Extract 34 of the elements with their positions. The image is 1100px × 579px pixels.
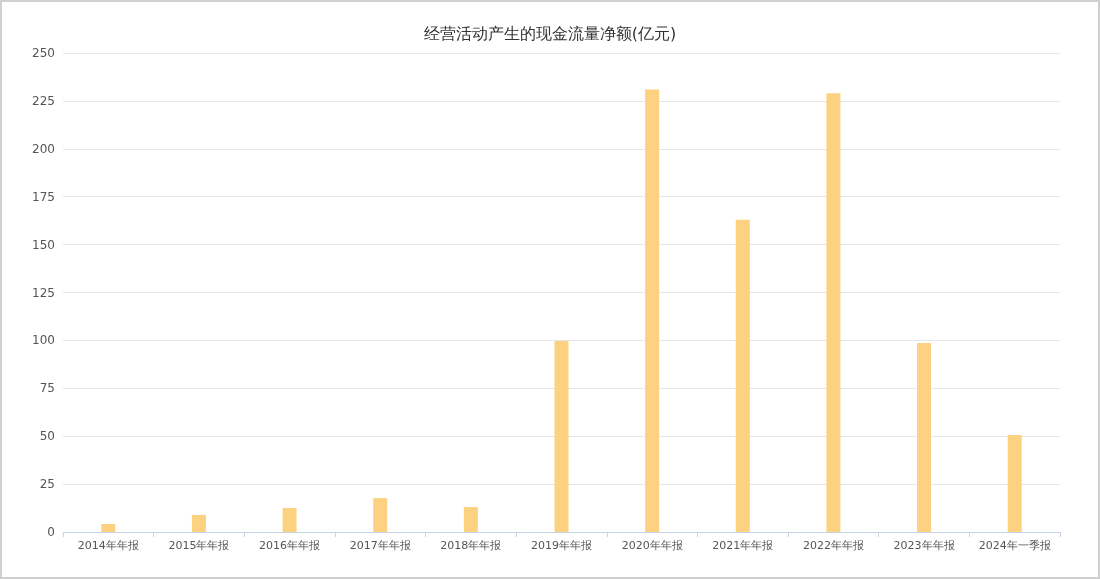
bar [735,219,750,532]
y-tick-label: 50 [39,429,55,444]
y-tick-label: 25 [39,477,55,492]
x-tick-label: 2020年年报 [621,539,683,552]
bar [645,89,660,532]
bar [282,508,297,532]
y-tick-label: 125 [32,285,55,300]
y-tick-label: 225 [32,93,55,108]
bar [191,514,206,532]
bar [1007,435,1022,532]
bar [917,343,932,532]
y-tick-label: 75 [39,381,55,396]
x-tick-label: 2021年年报 [712,539,774,552]
bar [554,340,569,532]
chart-title: 经营活动产生的现金流量净额(亿元) [423,23,677,43]
x-tick-label: 2023年年报 [893,539,955,552]
bar [826,93,841,532]
y-tick-label: 200 [32,141,55,156]
x-tick-label: 2024年一季报 [978,539,1051,552]
x-tick-label: 2014年年报 [77,539,139,552]
bar [101,523,116,532]
y-tick-label: 150 [32,237,55,252]
x-tick-label: 2015年年报 [168,539,230,552]
y-tick-label: 250 [32,46,55,60]
bar [463,507,478,532]
x-tick-label: 2019年年报 [531,539,592,552]
y-tick-label: 0 [47,525,55,539]
bar [373,498,388,532]
x-tick-label: 2018年年报 [440,539,502,552]
x-tick-label: 2017年年报 [349,539,411,552]
y-tick-label: 175 [32,189,55,204]
x-tick-label: 2016年年报 [259,539,321,552]
y-tick-label: 100 [32,333,55,348]
x-tick-label: 2022年年报 [802,539,864,552]
